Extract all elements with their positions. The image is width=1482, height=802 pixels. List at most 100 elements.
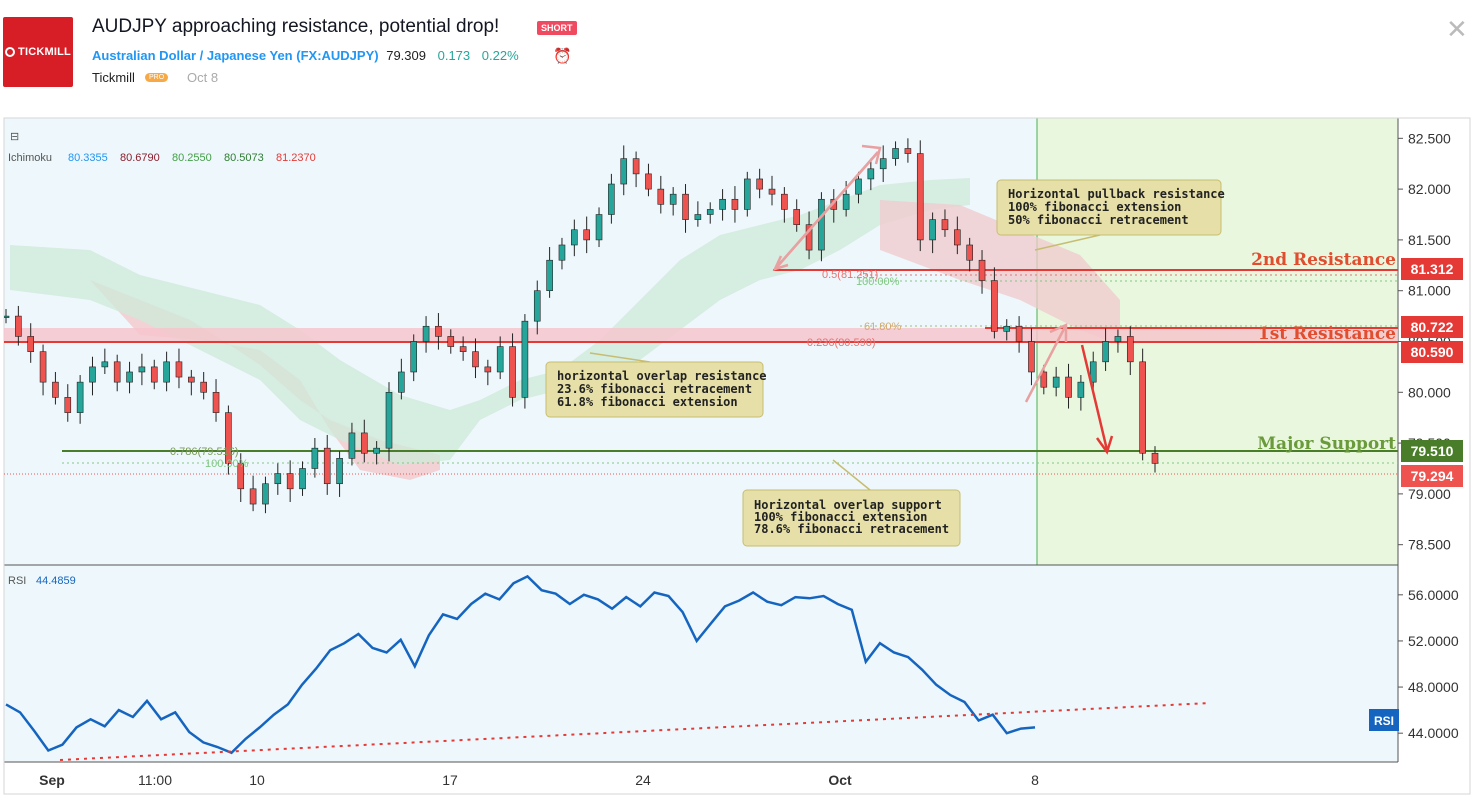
price-label-major-support-bg <box>1401 440 1463 462</box>
candle <box>435 313 442 350</box>
tickmill-logo[interactable]: TICKMILL <box>3 17 73 87</box>
rsi-tick-label: 56.0000 <box>1408 587 1459 603</box>
chart-frame <box>3 117 1471 795</box>
candle <box>546 247 553 298</box>
candle <box>76 375 84 424</box>
callout-1-line-2: 100% fibonacci extension <box>1008 200 1181 214</box>
candle <box>768 175 776 206</box>
candle <box>459 336 467 361</box>
rsi-tick-label: 52.0000 <box>1408 633 1459 649</box>
ichimoku-value-2: 80.6790 <box>120 152 160 164</box>
price-tick-label: 79.000 <box>1408 486 1451 502</box>
price-label-major-support: 79.510 <box>1411 443 1454 459</box>
candle <box>163 351 170 392</box>
candle <box>496 336 504 380</box>
candle <box>360 419 368 463</box>
candle <box>1077 375 1085 411</box>
price-label-current-bg <box>1401 465 1463 487</box>
logo-text: TICKMILL <box>18 46 71 58</box>
price-change: 0.173 <box>437 48 471 63</box>
candle <box>954 216 961 255</box>
price-label-2nd-resistance: 81.312 <box>1411 261 1454 277</box>
candle <box>299 461 306 496</box>
short-badge: SHORT <box>537 21 577 35</box>
candle <box>113 354 121 392</box>
candle <box>608 173 615 224</box>
candle <box>521 314 529 409</box>
rsi-axis[interactable]: 56.0000 52.0000 48.0000 44.0000 <box>1398 587 1459 741</box>
price-tick-label: 80.000 <box>1408 384 1451 400</box>
price-label-1st-resistance-lower: 80.590 <box>1411 344 1454 360</box>
candle <box>1102 328 1109 371</box>
tickmill-mark-icon <box>5 47 16 57</box>
alarm-clock-icon[interactable]: ⏰ <box>553 48 572 65</box>
candle <box>929 212 936 254</box>
candle <box>150 359 158 390</box>
candle <box>484 359 492 386</box>
author-name[interactable]: Tickmill <box>92 70 135 85</box>
candle <box>1015 316 1023 353</box>
candle <box>1126 326 1134 376</box>
candle <box>571 219 578 257</box>
candle <box>694 201 702 227</box>
projected-drop-arrow <box>1080 344 1114 455</box>
callout-3-line-3: 78.6% fibonacci retracement <box>754 522 949 536</box>
symbol-line: Australian Dollar / Japanese Yen (FX:AUD… <box>92 48 519 63</box>
candle <box>126 361 133 394</box>
idea-title: AUDJPY approaching resistance, potential… <box>92 16 500 37</box>
candle <box>89 356 96 396</box>
candle <box>212 379 220 422</box>
candle <box>323 434 331 495</box>
time-tick-label: 24 <box>635 772 651 788</box>
ichimoku-value-4: 80.5073 <box>224 152 264 164</box>
callout-3-line-2: 100% fibonacci extension <box>754 510 927 524</box>
candle <box>756 168 763 199</box>
candle <box>398 358 405 400</box>
candle <box>138 353 146 386</box>
rsi-label: RSI <box>8 575 26 587</box>
price-label-1st-resistance-bg <box>1401 316 1463 338</box>
candle <box>237 453 245 503</box>
candle <box>991 267 998 339</box>
candle <box>533 280 541 335</box>
candle <box>422 316 430 353</box>
candle <box>1028 328 1035 386</box>
candle <box>175 348 183 389</box>
price-label-current: 79.294 <box>1411 468 1454 484</box>
rsi-value: 44.4859 <box>36 575 76 587</box>
callout-1-line-1: Horizontal pullback resistance <box>1008 187 1225 201</box>
candle <box>867 158 875 191</box>
callout-2-line-2: 23.6% fibonacci retracement <box>557 382 752 396</box>
candle <box>15 305 22 346</box>
candle <box>348 422 356 466</box>
candle <box>805 211 813 260</box>
candle <box>509 333 516 407</box>
time-tick-label: 17 <box>442 772 458 788</box>
fib-label-618: 61.80% <box>864 321 902 333</box>
candle <box>706 202 714 224</box>
symbol-code[interactable]: (FX:AUDJPY) <box>296 48 379 63</box>
candle <box>188 369 195 396</box>
candle <box>904 138 912 163</box>
fib-label-100-lower: 100.00% <box>205 458 249 470</box>
time-axis[interactable]: Sep 11:00 10 17 24 Oct 8 <box>39 772 1039 788</box>
close-icon[interactable]: ✕ <box>1446 14 1468 44</box>
candle <box>818 192 825 262</box>
callout-2-line-1: horizontal overlap resistance <box>557 369 767 383</box>
fib-label-236: 0.236(80.590) <box>807 337 876 349</box>
pattern-arrows <box>772 144 1068 403</box>
candle <box>719 189 726 221</box>
fib-label-100-upper: 100.00% <box>856 276 900 288</box>
candle <box>472 338 479 379</box>
fib-label-50: 0.5(81.251) <box>822 269 878 281</box>
symbol-name[interactable]: Australian Dollar / Japanese Yen <box>92 48 293 63</box>
candle <box>1151 446 1159 473</box>
time-tick-label: 8 <box>1031 772 1039 788</box>
price-change-pct: 0.22% <box>481 48 519 63</box>
price-tick-label: 82.500 <box>1408 130 1451 146</box>
collapse-icon[interactable]: ⊟ <box>10 131 19 143</box>
last-price: 79.309 <box>386 48 426 63</box>
rsi-tick-label: 48.0000 <box>1408 679 1459 695</box>
candle <box>916 140 924 252</box>
candle <box>39 344 47 396</box>
